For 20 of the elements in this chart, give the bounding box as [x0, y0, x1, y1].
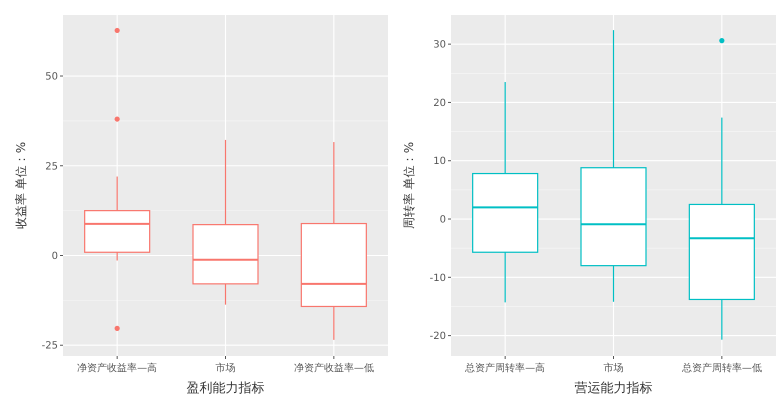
y-tick-label: -10 [430, 272, 446, 284]
x-tick-label: 净资产收益率—高 [77, 362, 158, 374]
y-tick-label: 25 [45, 161, 58, 172]
y-tick-label: -20 [430, 331, 446, 342]
x-tick-label: 市场 [216, 362, 236, 374]
y-tick-label: -25 [42, 340, 58, 352]
x-axis-title: 营运能力指标 [574, 381, 652, 396]
y-tick-label: 10 [433, 156, 446, 168]
x-tick-label: 净资产收益率—低 [294, 362, 374, 374]
x-tick-label: 总资产周转率—低 [680, 362, 762, 374]
y-axis-title: 收益率 单位：% [14, 142, 28, 230]
y-tick-label: 50 [45, 72, 58, 83]
y-axis-title: 周转率 单位：% [402, 142, 416, 230]
x-axis-title: 盈利能力指标 [186, 381, 264, 396]
y-tick-label: 0 [52, 250, 58, 262]
x-tick-label: 市场 [604, 362, 624, 374]
y-tick-label: 0 [440, 214, 446, 226]
y-tick-label: 30 [433, 40, 446, 51]
y-tick-label: 20 [433, 98, 446, 109]
x-tick-label: 总资产周转率—高 [464, 362, 546, 374]
